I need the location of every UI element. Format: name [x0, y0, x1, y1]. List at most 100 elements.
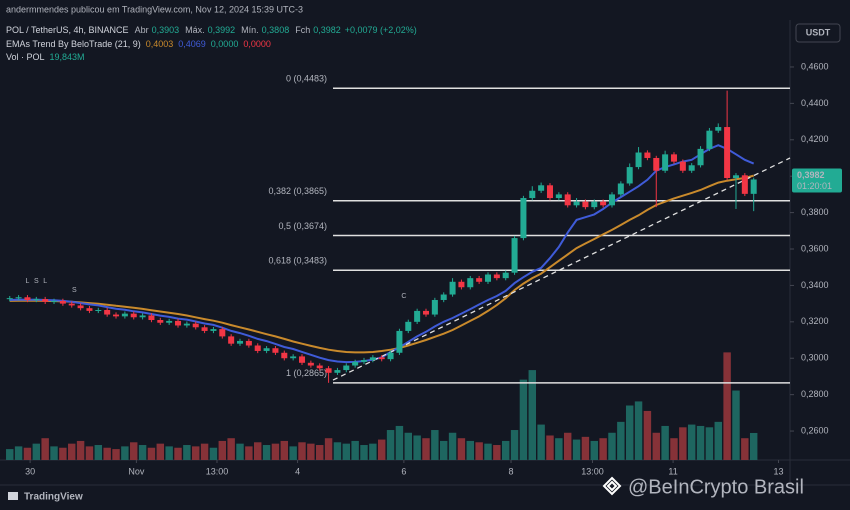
volume-bar — [156, 443, 165, 460]
trendline — [332, 157, 791, 381]
volume-bar — [138, 445, 147, 460]
y-tick-label: 0,3400 — [801, 280, 829, 290]
candle-body — [6, 298, 13, 300]
volume-bar — [254, 442, 262, 460]
watermark: @BeInCrypto Brasil — [602, 476, 804, 498]
volume-bar — [324, 438, 333, 460]
indicator-legend: EMAs Trend By BeloTrade (21, 9) 0,4003 0,4… — [6, 39, 271, 49]
attribution: andermmendes publicou em TradingView.com… — [6, 4, 303, 14]
candle-body — [414, 310, 421, 322]
candle-body — [352, 361, 359, 366]
volume-bar — [227, 438, 235, 460]
volume-legend: Vol · POL 19,843M — [6, 52, 85, 62]
volume-bar — [333, 442, 342, 460]
fib-label: 0,618 (0,3483) — [268, 256, 327, 266]
volume-bar — [377, 439, 386, 460]
candle-body — [281, 352, 288, 359]
ohlc-value: 0,3982 — [313, 25, 341, 35]
volume-bar — [192, 446, 200, 460]
candle-body — [77, 305, 84, 309]
candle-body — [405, 321, 412, 331]
candle-body — [449, 281, 456, 295]
candle-body — [458, 281, 465, 288]
ohlc-label: Fch — [295, 25, 310, 35]
candle-body — [33, 299, 40, 301]
volume-bar — [749, 432, 758, 460]
volume-bar — [537, 424, 545, 460]
x-tick-label: 8 — [509, 466, 514, 476]
candle-body — [600, 201, 607, 206]
candle-body — [104, 309, 111, 315]
x-tick-label: 30 — [25, 466, 35, 476]
y-tick-label: 0,4400 — [801, 98, 829, 108]
volume-bar — [298, 442, 306, 460]
candle-body — [51, 300, 58, 302]
candle-body — [343, 365, 350, 371]
candle-body — [387, 352, 394, 360]
candle-body — [210, 329, 217, 331]
volume-bar — [679, 427, 687, 460]
candle-body — [538, 185, 545, 191]
volume-bar — [643, 410, 652, 460]
candle-body — [670, 154, 677, 162]
signal-label: L — [43, 278, 47, 285]
candle-body — [431, 299, 438, 315]
volume-bar — [316, 445, 324, 460]
indicator-value: 0,0000 — [211, 39, 239, 49]
candle-body — [228, 336, 235, 344]
volume-bar — [218, 440, 227, 460]
candle-body — [555, 194, 562, 199]
candle-body — [546, 185, 553, 199]
indicator-value: 0,4069 — [178, 39, 206, 49]
candle-body — [201, 327, 208, 331]
volume-bar — [32, 443, 41, 460]
candle-body — [467, 278, 474, 288]
volume-bar — [732, 390, 740, 460]
volume-bar — [85, 446, 94, 460]
candle-body — [617, 183, 624, 195]
fib-label: 0 (0,4483) — [286, 74, 327, 84]
candle-body — [750, 179, 757, 194]
volume-name: Vol · POL — [6, 52, 45, 62]
volume-bar — [546, 435, 554, 460]
ema-line — [9, 174, 754, 354]
candle-body — [520, 198, 527, 239]
y-tick-label: 0,3200 — [801, 316, 829, 326]
candle-body — [644, 152, 651, 158]
volume-bar — [510, 430, 519, 460]
candle-body — [237, 340, 244, 344]
currency[interactable]: USDT — [806, 27, 831, 37]
candle-body — [68, 303, 75, 306]
volume-bar — [289, 446, 297, 460]
candle-body — [688, 165, 695, 171]
x-tick-label: 13:00 — [581, 466, 604, 476]
volume-bar — [14, 446, 23, 460]
volume-bar — [68, 443, 76, 460]
candle-body — [290, 356, 297, 359]
volume-bar — [112, 449, 120, 460]
currency-button[interactable] — [795, 23, 841, 43]
candle-body — [679, 161, 686, 171]
candle-body — [219, 329, 226, 337]
x-tick-label: Nov — [128, 466, 145, 476]
volume-bar — [209, 447, 218, 460]
volume-bar — [475, 442, 483, 460]
watermark-icon — [602, 476, 622, 496]
volume-value: 19,843M — [50, 52, 85, 62]
volume-bar — [245, 446, 253, 460]
volume-bar — [457, 438, 466, 460]
volume-bar — [501, 440, 510, 460]
volume-bar — [599, 438, 607, 460]
volume-bar — [652, 432, 660, 460]
candle-body — [316, 365, 323, 369]
candle-body — [245, 340, 252, 346]
candle-body — [653, 157, 660, 171]
volume-bar — [59, 447, 67, 460]
volume-bar — [696, 425, 705, 460]
ohlc-label: Abr — [135, 25, 149, 35]
candle-body — [183, 323, 190, 326]
candle-body — [582, 201, 589, 208]
volume-bar — [360, 445, 368, 460]
